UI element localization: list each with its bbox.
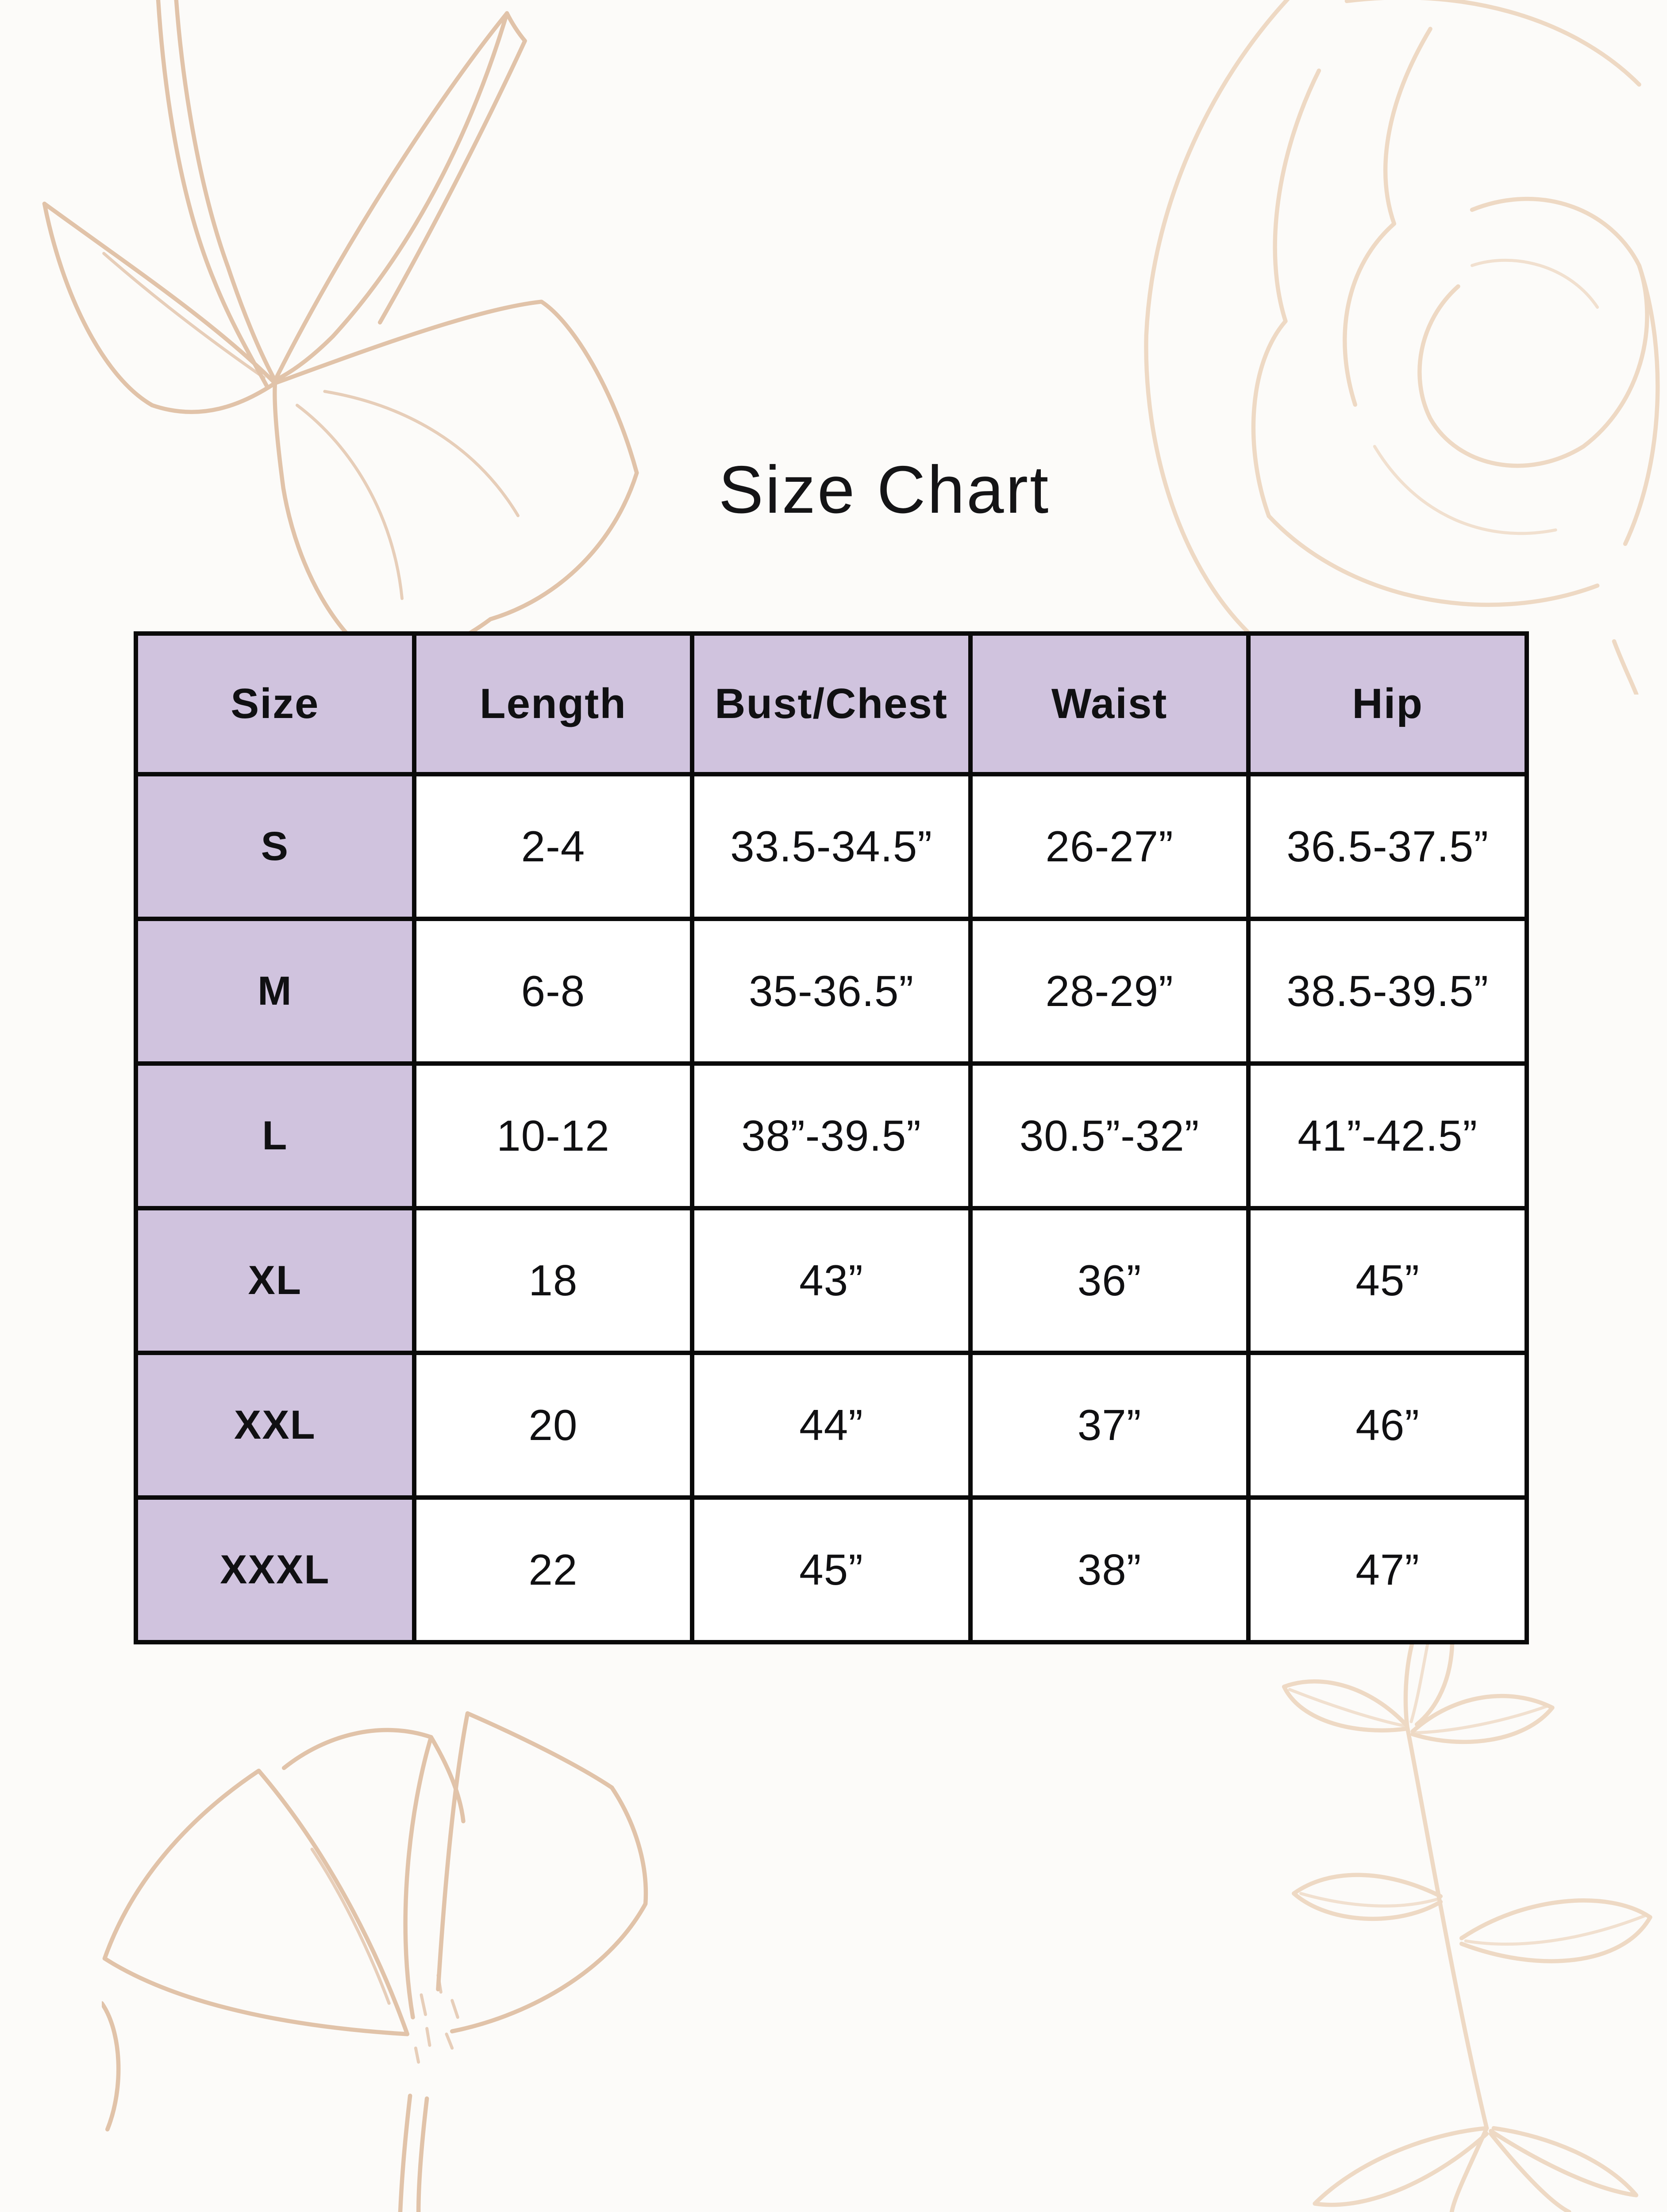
cell-s-length: 2-4	[412, 772, 695, 921]
page-title: Size Chart	[718, 452, 1051, 527]
cell-s-hip: 36.5-37.5”	[1246, 772, 1529, 921]
row-label-s: S	[134, 772, 416, 921]
cell-xxl-length: 20	[412, 1351, 695, 1500]
row-label-xxl: XXL	[134, 1351, 416, 1500]
cell-xl-hip: 45”	[1246, 1206, 1529, 1355]
size-chart-table: Size Length Bust/Chest Waist Hip S 2-4 3…	[134, 631, 1529, 1644]
cell-l-waist: 30.5”-32”	[968, 1061, 1251, 1210]
cell-m-bust: 35-36.5”	[690, 917, 973, 1066]
row-label-l: L	[134, 1061, 416, 1210]
header-row: Size Length Bust/Chest Waist Hip	[134, 631, 1529, 776]
floral-top-right-decoration	[1144, 0, 1660, 695]
cell-xxxl-length: 22	[412, 1495, 695, 1644]
cell-m-hip: 38.5-39.5”	[1246, 917, 1529, 1066]
cell-xxl-waist: 37”	[968, 1351, 1251, 1500]
cell-xl-length: 18	[412, 1206, 695, 1355]
cell-l-bust: 38”-39.5”	[690, 1061, 973, 1210]
cell-m-length: 6-8	[412, 917, 695, 1066]
table-row-xl: XL 18 43” 36” 45”	[134, 1206, 1529, 1355]
header-length: Length	[412, 631, 695, 776]
cell-s-waist: 26-27”	[968, 772, 1251, 921]
floral-bottom-right-decoration	[1282, 1580, 1652, 2212]
header-size: Size	[134, 631, 416, 776]
floral-top-left-decoration	[42, 0, 639, 667]
floral-bottom-left-decoration	[102, 1711, 648, 2212]
cell-xxxl-bust: 45”	[690, 1495, 973, 1644]
header-hip: Hip	[1246, 631, 1529, 776]
cell-xxxl-hip: 47”	[1246, 1495, 1529, 1644]
cell-xl-waist: 36”	[968, 1206, 1251, 1355]
table-row-m: M 6-8 35-36.5” 28-29” 38.5-39.5”	[134, 917, 1529, 1066]
cell-xxxl-waist: 38”	[968, 1495, 1251, 1644]
row-label-xl: XL	[134, 1206, 416, 1355]
cell-l-length: 10-12	[412, 1061, 695, 1210]
cell-s-bust: 33.5-34.5”	[690, 772, 973, 921]
table-row-l: L 10-12 38”-39.5” 30.5”-32” 41”-42.5”	[134, 1061, 1529, 1210]
table-row-xxxl: XXXL 22 45” 38” 47”	[134, 1495, 1529, 1644]
cell-xxl-hip: 46”	[1246, 1351, 1529, 1500]
row-label-m: M	[134, 917, 416, 1066]
header-bust-chest: Bust/Chest	[690, 631, 973, 776]
row-label-xxxl: XXXL	[134, 1495, 416, 1644]
cell-xl-bust: 43”	[690, 1206, 973, 1355]
cell-xxl-bust: 44”	[690, 1351, 973, 1500]
table-row-s: S 2-4 33.5-34.5” 26-27” 36.5-37.5”	[134, 772, 1529, 921]
table-row-xxl: XXL 20 44” 37” 46”	[134, 1351, 1529, 1500]
header-waist: Waist	[968, 631, 1251, 776]
cell-l-hip: 41”-42.5”	[1246, 1061, 1529, 1210]
cell-m-waist: 28-29”	[968, 917, 1251, 1066]
